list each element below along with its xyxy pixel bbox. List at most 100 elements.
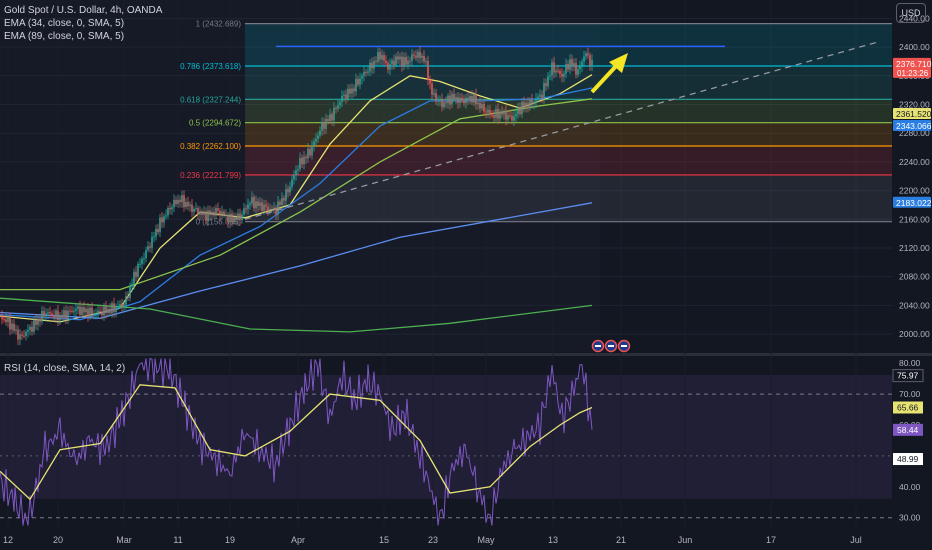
currency-button[interactable]: USD: [896, 3, 926, 23]
candle-body: [91, 307, 93, 314]
event-icon-flag: [608, 345, 614, 347]
candle-body: [249, 203, 251, 205]
price-badge[interactable]: [893, 108, 931, 119]
candle-body: [213, 211, 215, 216]
fib-level-label: 1 (2432.689): [196, 20, 242, 29]
candle-body: [423, 55, 425, 62]
candle-body: [179, 199, 181, 203]
candle-body: [551, 62, 553, 76]
candle-body: [575, 63, 577, 75]
price-badge-value: 2183.022: [896, 198, 932, 208]
rsi-legend[interactable]: RSI (14, close, SMA, 14, 2): [4, 363, 126, 374]
candle-body: [163, 216, 165, 223]
candle-body: [181, 195, 183, 203]
candle-body: [589, 55, 591, 66]
candle-body: [449, 95, 451, 105]
fibonacci-retracement[interactable]: 1 (2432.689) 0.786 (2373.618) 0.618 (2327.…: [180, 20, 892, 227]
fib-level-label: 0.618 (2327.244): [180, 95, 241, 104]
candle-body: [305, 156, 307, 159]
candle-body: [71, 310, 73, 312]
ema-line: [0, 74, 593, 323]
candle-body: [453, 93, 455, 100]
candle-body: [231, 213, 233, 223]
rsi-badge[interactable]: [893, 453, 923, 466]
candle-body: [167, 207, 169, 216]
candle-body: [327, 118, 329, 122]
candle-body: [63, 310, 65, 318]
candle-body: [389, 64, 391, 70]
price-tick-label: 2160.00: [899, 214, 930, 224]
candle-body: [273, 207, 275, 210]
candle-body: [581, 61, 583, 67]
ema89-legend[interactable]: EMA (89, close, 0, SMA, 5): [4, 31, 125, 42]
candle-body: [481, 104, 483, 109]
symbol-title[interactable]: Gold Spot / U.S. Dollar, 4h, OANDA: [4, 5, 163, 16]
candle-body: [105, 306, 107, 313]
arrow-shaft[interactable]: [590, 62, 620, 94]
price-axis[interactable]: 2000.00 2040.00 2080.00 2120.00 2160.00 2200.…: [892, 13, 932, 523]
price-badge[interactable]: [893, 196, 931, 208]
candle-body: [265, 204, 267, 207]
price-badge[interactable]: [893, 120, 931, 131]
candle-body: [217, 208, 219, 211]
candle-body: [129, 286, 131, 298]
history-shade: [0, 0, 600, 352]
rsi-badge[interactable]: [892, 369, 924, 383]
price-tick-label: 2120.00: [899, 243, 930, 253]
candle-body: [33, 319, 35, 332]
candle-body: [131, 283, 133, 287]
fib-zone: [245, 66, 892, 100]
candle-body: [321, 122, 323, 131]
candle-body: [341, 95, 343, 102]
candle-body: [169, 207, 171, 210]
candle-body: [21, 334, 23, 336]
candle-body: [513, 116, 515, 121]
rsi-ma-line: [0, 384, 593, 501]
candle-body: [469, 95, 471, 100]
candle-body: [297, 168, 299, 171]
economic-events[interactable]: [591, 339, 631, 353]
candle-body: [365, 71, 367, 73]
candle-body: [409, 60, 411, 62]
candle-body: [223, 211, 225, 216]
candle-body: [23, 335, 25, 337]
candle-body: [531, 99, 533, 104]
candle-body: [27, 329, 29, 332]
rsi-badge[interactable]: [893, 423, 923, 436]
price-badge[interactable]: [893, 57, 931, 78]
candle-body: [505, 110, 507, 120]
time-tick-label: 21: [616, 535, 626, 545]
arrow-head[interactable]: [609, 53, 628, 73]
candle-body: [195, 208, 197, 210]
candle-body: [295, 170, 297, 175]
candle-body: [245, 208, 247, 210]
candle-body: [101, 311, 103, 316]
candle-body: [293, 174, 295, 180]
candle-body: [171, 207, 173, 210]
candle-body: [207, 210, 209, 222]
candle-body: [211, 211, 213, 216]
candle-body: [489, 109, 491, 115]
candle-body: [289, 186, 291, 193]
candle-body: [413, 54, 415, 56]
candle-body: [473, 94, 475, 103]
candle-body: [359, 78, 361, 85]
candle-body: [267, 206, 269, 211]
candle-body: [499, 111, 501, 119]
candle-body: [25, 331, 27, 336]
candle-body: [235, 217, 237, 221]
time-axis[interactable]: 12 20 Mar 11 19 Apr 15 23 May 13 21 Jun 17 Jul: [3, 535, 862, 545]
time-tick-label: 19: [225, 535, 235, 545]
candle-body: [451, 93, 453, 105]
time-tick-label: 17: [766, 535, 776, 545]
time-tick-label: 20: [53, 535, 63, 545]
candle-body: [549, 75, 551, 77]
candle-body: [225, 215, 227, 217]
rsi-badge[interactable]: [893, 401, 923, 414]
candle-body: [51, 313, 53, 316]
projection-arrow[interactable]: [590, 53, 628, 94]
candle-body: [373, 60, 375, 69]
candle-body: [263, 204, 265, 211]
ema34-legend[interactable]: EMA (34, close, 0, SMA, 5): [4, 18, 125, 29]
